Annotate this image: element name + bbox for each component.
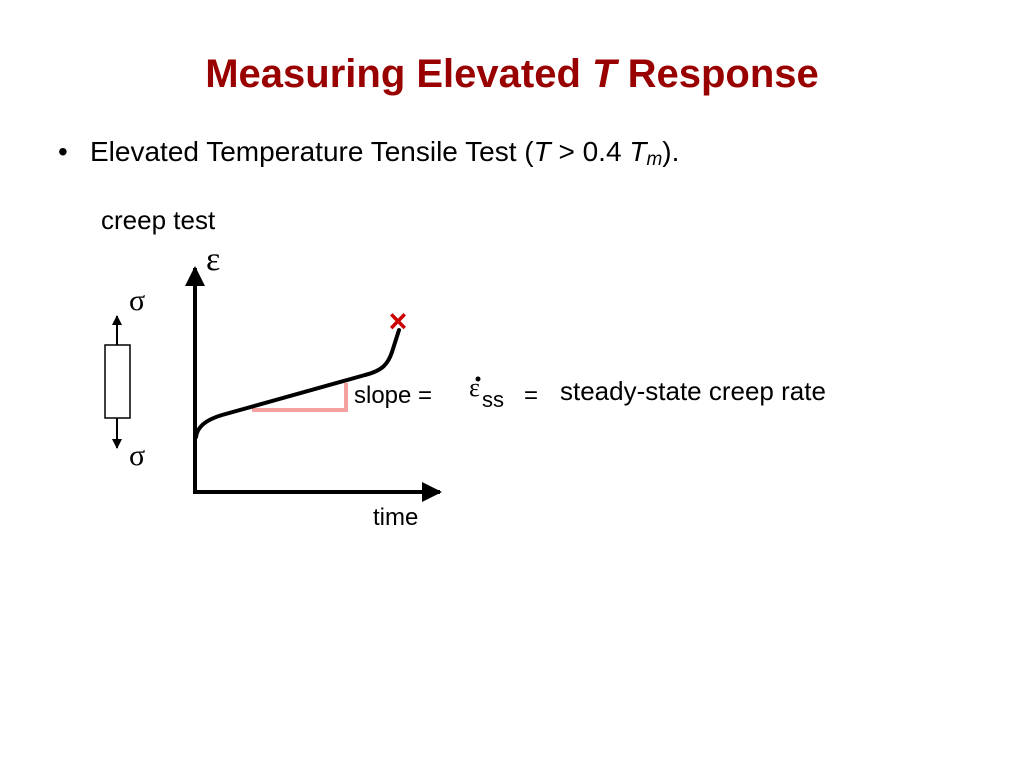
creep-curve bbox=[194, 328, 401, 439]
bullet-text-after: ). bbox=[662, 136, 680, 167]
strain-rate-dot bbox=[475, 376, 481, 382]
bullet-text-middle: > 0.4 bbox=[550, 136, 630, 167]
y-axis-strain-symbol: ε bbox=[206, 241, 220, 278]
stress-symbol-top: σ bbox=[129, 284, 145, 317]
title-part-1: Measuring Elevated bbox=[205, 52, 581, 96]
bullet-italic-tm: T bbox=[629, 136, 647, 167]
bullet-text-before: Elevated Temperature Tensile Test ( bbox=[90, 136, 534, 167]
x-axis-time-label: time bbox=[373, 504, 418, 531]
slope-label: slope = bbox=[354, 382, 432, 409]
bullet-subscript-m: m bbox=[646, 149, 663, 170]
slope-triangle bbox=[252, 383, 348, 412]
bullet-marker: • bbox=[58, 136, 68, 167]
creep-test-heading: creep test bbox=[101, 205, 216, 235]
failure-mark: × bbox=[389, 303, 408, 339]
stress-symbol-bottom: σ bbox=[129, 439, 145, 472]
equals-sign: = bbox=[524, 382, 538, 409]
specimen-bar bbox=[104, 315, 131, 449]
steady-state-description: steady-state creep rate bbox=[560, 376, 826, 406]
bullet-elevated-temperature: • Elevated Temperature Tensile Test (T > … bbox=[58, 134, 679, 178]
title-italic-t: T bbox=[592, 52, 617, 96]
specimen-body bbox=[104, 344, 131, 419]
title-part-2: Response bbox=[627, 52, 819, 96]
strain-rate-subscript: ss bbox=[482, 387, 504, 412]
slide-title: Measuring Elevated T Response bbox=[0, 48, 1024, 100]
strain-rate-symbol: ε bbox=[469, 373, 480, 402]
bullet-italic-t: T bbox=[533, 136, 551, 167]
